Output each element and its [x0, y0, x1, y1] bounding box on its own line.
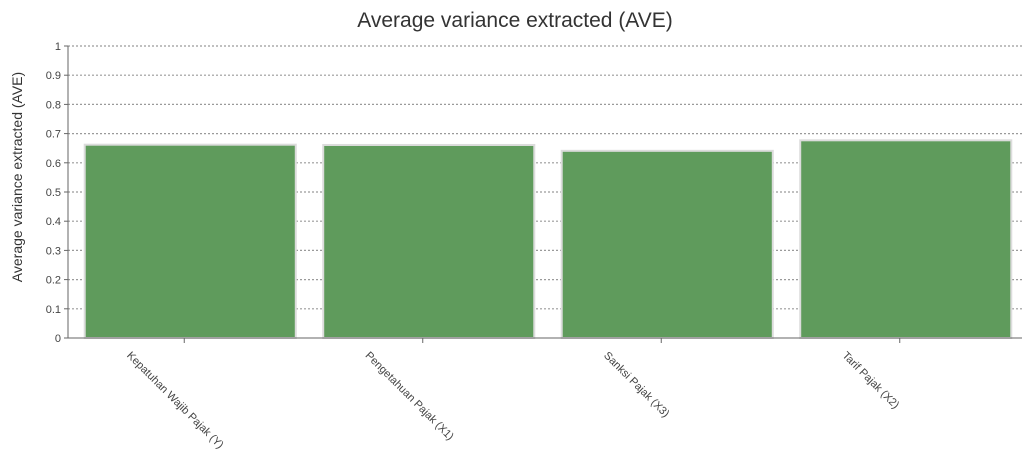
y-tick-label: 0.2 — [46, 275, 61, 287]
bar — [83, 143, 297, 339]
y-tick-label: 1 — [55, 41, 61, 53]
y-tick-labels: 0 0.1 0.2 0.3 0.4 0.5 0.6 0.7 0.8 0.9 1 — [46, 41, 61, 345]
y-tick-label: 0.9 — [46, 70, 61, 82]
bar — [322, 143, 536, 339]
chart-title: Average variance extracted (AVE) — [357, 9, 673, 32]
x-category-label: Sanksi Pajak (X3) — [601, 350, 671, 420]
bar — [799, 139, 1013, 339]
x-tick-labels: Kepatuhan Wajib Pajak (Y) Pengetahuan Paj… — [124, 350, 901, 452]
y-tick-label: 0.4 — [46, 216, 61, 228]
axis-layer — [64, 45, 1022, 343]
y-tick-label: 0 — [55, 333, 61, 345]
bar — [560, 149, 774, 339]
x-category-label: Pengetahuan Pajak (X1) — [363, 350, 456, 443]
y-tick-label: 0.5 — [46, 187, 61, 199]
grid-layer — [68, 45, 1022, 310]
x-category-label: Tarif Pajak (X2) — [840, 350, 902, 412]
bars-layer — [83, 139, 1013, 339]
y-tick-label: 0.8 — [46, 99, 61, 111]
y-axis-label: Average variance extracted (AVE) — [9, 72, 25, 282]
y-tick-label: 0.1 — [46, 304, 61, 316]
x-category-label: Kepatuhan Wajib Pajak (Y) — [124, 350, 226, 452]
y-tick-label: 0.7 — [46, 129, 61, 141]
y-tick-label: 0.3 — [46, 245, 61, 257]
y-tick-label: 0.6 — [46, 158, 61, 170]
